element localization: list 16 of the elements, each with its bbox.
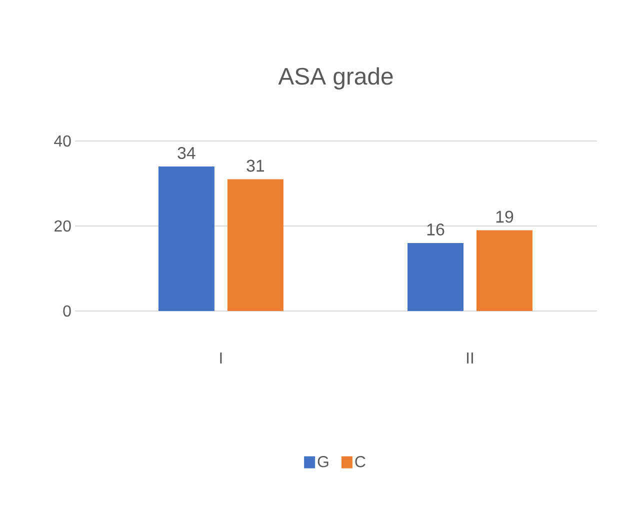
chart-title: ASA grade (278, 67, 393, 90)
bar (158, 166, 214, 311)
data-label: 34 (178, 146, 196, 159)
bar (476, 230, 532, 311)
x-tick-label: I (220, 352, 222, 364)
y-tick-label: 20 (54, 220, 71, 232)
x-tick-label: II (467, 352, 473, 364)
data-label: 19 (496, 210, 514, 223)
bar (407, 243, 464, 311)
legend-label: G (318, 456, 328, 468)
bar (227, 179, 284, 311)
y-tick-label: 40 (54, 135, 71, 147)
data-label: 31 (246, 160, 264, 172)
y-tick-label: 0 (63, 305, 71, 317)
data-label: 16 (427, 223, 444, 236)
legend-label: C (355, 456, 366, 468)
